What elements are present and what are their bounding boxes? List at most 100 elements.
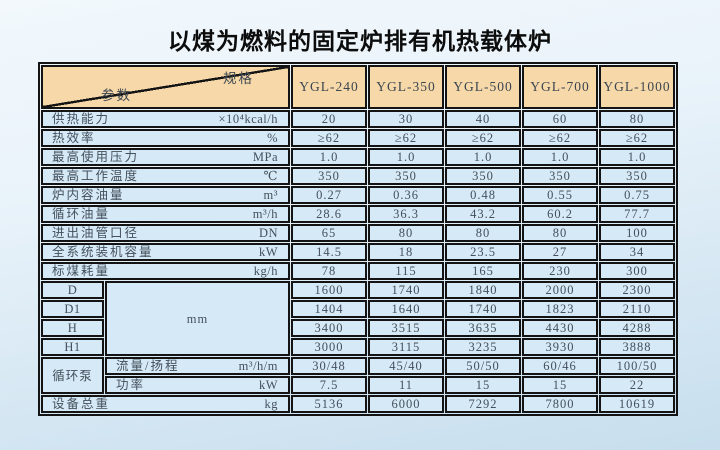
value-cell: 1.0 bbox=[522, 148, 598, 166]
value-cell: 100 bbox=[599, 224, 675, 242]
param-cell: 供热能力 ×10⁴kcal/h bbox=[41, 110, 290, 128]
value-cell: 27 bbox=[522, 243, 598, 261]
model-header-ygl-500: YGL-500 bbox=[445, 65, 521, 109]
model-header-ygl-240: YGL-240 bbox=[291, 65, 367, 109]
corner-header-cell: 规格 参数 bbox=[41, 65, 290, 109]
value-cell: 30/48 bbox=[291, 357, 367, 375]
model-header-ygl-350: YGL-350 bbox=[368, 65, 444, 109]
table-row-total-weight: 设备总重 kg 5136 6000 7292 7800 10619 bbox=[41, 395, 675, 413]
value-cell: 3400 bbox=[291, 319, 367, 337]
value-cell: 3635 bbox=[445, 319, 521, 337]
value-cell: 1640 bbox=[368, 300, 444, 318]
param-name: 最高使用压力 bbox=[52, 150, 140, 164]
value-cell: 22 bbox=[599, 376, 675, 394]
value-cell: 4430 bbox=[522, 319, 598, 337]
value-cell: 1740 bbox=[445, 300, 521, 318]
table-row-heat-capacity: 供热能力 ×10⁴kcal/h 20 30 40 60 80 bbox=[41, 110, 675, 128]
value-cell: 0.27 bbox=[291, 186, 367, 204]
dim-label: H bbox=[41, 319, 104, 337]
value-cell: ≥62 bbox=[368, 129, 444, 147]
value-cell: ≥62 bbox=[599, 129, 675, 147]
table-row-dim-h: H 3400 3515 3635 4430 4288 bbox=[41, 319, 675, 337]
param-cell: 流量/扬程 m³/h/m bbox=[105, 357, 290, 375]
param-unit: m³ bbox=[263, 188, 278, 202]
value-cell: 350 bbox=[599, 167, 675, 185]
table-row-furnace-oil-volume: 炉内容油量 m³ 0.27 0.36 0.48 0.55 0.75 bbox=[41, 186, 675, 204]
value-cell: 7292 bbox=[445, 395, 521, 413]
value-cell: 3930 bbox=[522, 338, 598, 356]
value-cell: 80 bbox=[599, 110, 675, 128]
value-cell: 350 bbox=[522, 167, 598, 185]
value-cell: 20 bbox=[291, 110, 367, 128]
param-cell: 炉内容油量 m³ bbox=[41, 186, 290, 204]
table-row-circulating-oil: 循环油量 m³/h 28.6 36.3 43.2 60.2 77.7 bbox=[41, 205, 675, 223]
table-row-max-pressure: 最高使用压力 MPa 1.0 1.0 1.0 1.0 1.0 bbox=[41, 148, 675, 166]
value-cell: 15 bbox=[445, 376, 521, 394]
value-cell: 28.6 bbox=[291, 205, 367, 223]
table-row-thermal-efficiency: 热效率 % ≥62 ≥62 ≥62 ≥62 ≥62 bbox=[41, 129, 675, 147]
param-cell: 功率 kW bbox=[105, 376, 290, 394]
value-cell: 2110 bbox=[599, 300, 675, 318]
value-cell: ≥62 bbox=[445, 129, 521, 147]
value-cell: 230 bbox=[522, 262, 598, 280]
value-cell: 60.2 bbox=[522, 205, 598, 223]
value-cell: 2300 bbox=[599, 281, 675, 299]
value-cell: 7800 bbox=[522, 395, 598, 413]
param-name: 炉内容油量 bbox=[52, 188, 125, 202]
value-cell: 0.36 bbox=[368, 186, 444, 204]
param-name: 循环油量 bbox=[52, 207, 111, 221]
param-name: 流量/扬程 bbox=[116, 359, 180, 373]
table-row-pipe-diameter: 进出油管口径 DN 65 80 80 80 100 bbox=[41, 224, 675, 242]
param-unit: ℃ bbox=[263, 169, 278, 183]
value-cell: 115 bbox=[368, 262, 444, 280]
param-name: 供热能力 bbox=[52, 112, 111, 126]
value-cell: 165 bbox=[445, 262, 521, 280]
value-cell: 45/40 bbox=[368, 357, 444, 375]
param-unit: ×10⁴kcal/h bbox=[218, 112, 278, 126]
param-unit: kW bbox=[258, 378, 278, 392]
value-cell: 36.3 bbox=[368, 205, 444, 223]
value-cell: 77.7 bbox=[599, 205, 675, 223]
param-cell: 热效率 % bbox=[41, 129, 290, 147]
value-cell: 350 bbox=[445, 167, 521, 185]
param-name: 全系统装机容量 bbox=[52, 245, 154, 259]
table-row-coal-consumption: 标煤耗量 kg/h 78 115 165 230 300 bbox=[41, 262, 675, 280]
value-cell: 43.2 bbox=[445, 205, 521, 223]
value-cell: ≥62 bbox=[291, 129, 367, 147]
value-cell: 0.48 bbox=[445, 186, 521, 204]
value-cell: 14.5 bbox=[291, 243, 367, 261]
value-cell: 300 bbox=[599, 262, 675, 280]
value-cell: 80 bbox=[445, 224, 521, 242]
param-unit: MPa bbox=[252, 150, 278, 164]
param-unit: m³/h/m bbox=[238, 359, 278, 373]
value-cell: 350 bbox=[291, 167, 367, 185]
table-row-pump-flow: 循环泵 流量/扬程 m³/h/m 30/48 45/40 50/50 60/46… bbox=[41, 357, 675, 394]
value-cell: 40 bbox=[445, 110, 521, 128]
param-unit: m³/h bbox=[252, 207, 278, 221]
value-cell: 100/50 bbox=[599, 357, 675, 375]
table-row-pump-power: 功率 kW 7.5 11 15 15 22 bbox=[41, 376, 675, 394]
param-name: 最高工作温度 bbox=[52, 169, 140, 183]
value-cell: 3115 bbox=[368, 338, 444, 356]
value-cell: 1.0 bbox=[445, 148, 521, 166]
param-cell: 循环油量 m³/h bbox=[41, 205, 290, 223]
table-row-dim-d: D mm 1600 1740 1840 2000 2300 bbox=[41, 281, 675, 356]
param-cell: 全系统装机容量 kW bbox=[41, 243, 290, 261]
value-cell: 80 bbox=[368, 224, 444, 242]
value-cell: 1.0 bbox=[599, 148, 675, 166]
param-cell: 最高工作温度 ℃ bbox=[41, 167, 290, 185]
value-cell: 78 bbox=[291, 262, 367, 280]
param-name: 功率 bbox=[116, 378, 146, 392]
header-row: 规格 参数 YGL-240 YGL-350 YGL-500 YGL-700 YG… bbox=[41, 65, 675, 109]
value-cell: 0.55 bbox=[522, 186, 598, 204]
value-cell: 1823 bbox=[522, 300, 598, 318]
value-cell: 5136 bbox=[291, 395, 367, 413]
table-row-dim-h1: H1 3000 3115 3235 3930 3888 bbox=[41, 338, 675, 356]
param-cell: 标煤耗量 kg/h bbox=[41, 262, 290, 280]
value-cell: 2000 bbox=[522, 281, 598, 299]
value-cell: 1740 bbox=[368, 281, 444, 299]
value-cell: 34 bbox=[599, 243, 675, 261]
param-unit: % bbox=[267, 131, 278, 145]
value-cell: 350 bbox=[368, 167, 444, 185]
model-header-ygl-700: YGL-700 bbox=[522, 65, 598, 109]
